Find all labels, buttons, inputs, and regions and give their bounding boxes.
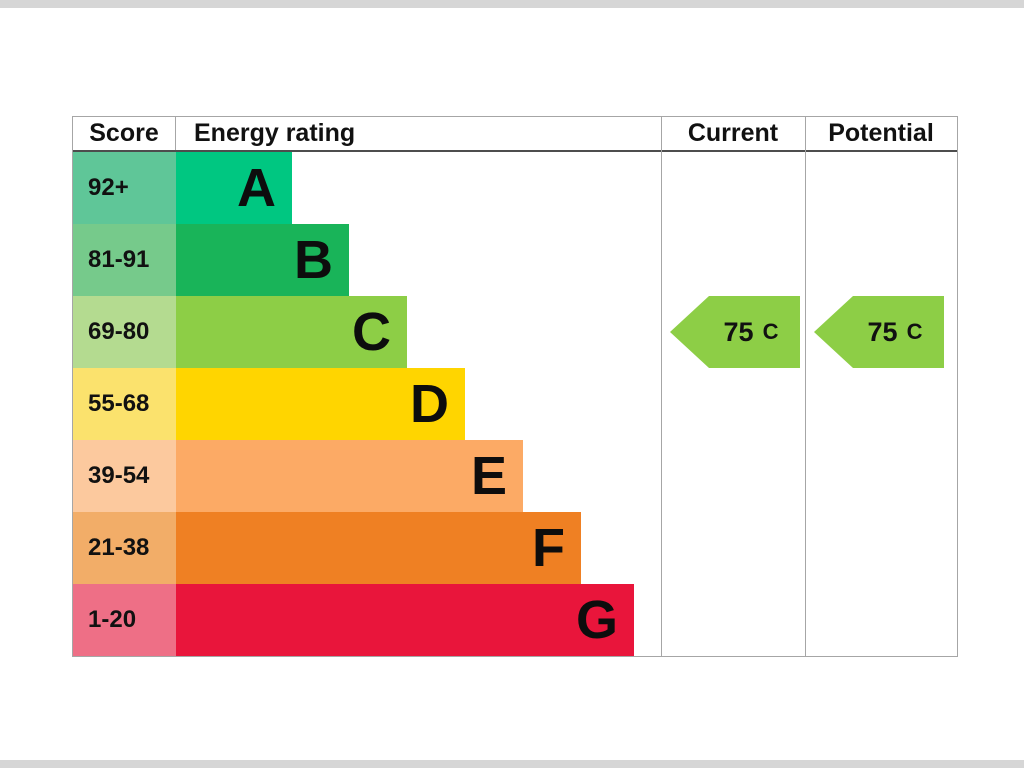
rating-bar-f: F xyxy=(176,512,581,584)
potential-rating-value: 75 xyxy=(867,316,898,347)
band-rows: 92+ A 81-91 B 69-80 C 55-68 D 39-54 E 21-38 F 1-20 G xyxy=(73,152,957,656)
score-range-e: 39-54 xyxy=(73,440,176,512)
band-row-d: 55-68 D xyxy=(73,368,957,440)
rating-bar-d: D xyxy=(176,368,465,440)
header-energy-rating: Energy rating xyxy=(194,119,356,147)
header-potential: Potential xyxy=(828,119,934,147)
score-range-d: 55-68 xyxy=(73,368,176,440)
score-range-f: 21-38 xyxy=(73,512,176,584)
rating-bar-c: C xyxy=(176,296,407,368)
band-row-e: 39-54 E xyxy=(73,440,957,512)
rating-bar-e: E xyxy=(176,440,523,512)
header-current: Current xyxy=(687,119,779,147)
score-range-a: 92+ xyxy=(73,152,176,224)
epc-rating-chart: Score Energy rating Current Potential 92… xyxy=(72,116,958,657)
screen-edge-bottom xyxy=(0,760,1024,768)
band-row-f: 21-38 F xyxy=(73,512,957,584)
band-letter-c: C xyxy=(352,302,391,362)
band-letter-b: B xyxy=(294,230,333,290)
band-letter-e: E xyxy=(470,446,507,506)
current-rating-value: 75 xyxy=(723,316,754,347)
band-letter-f: F xyxy=(532,518,565,578)
band-letter-d: D xyxy=(410,374,449,434)
band-row-c: 69-80 C xyxy=(73,296,957,368)
score-range-b: 81-91 xyxy=(73,224,176,296)
band-letter-a: A xyxy=(237,158,276,218)
table-header: Score Energy rating Current Potential xyxy=(73,117,957,152)
screen-edge-top xyxy=(0,0,1024,8)
score-range-c: 69-80 xyxy=(73,296,176,368)
rating-bar-g: G xyxy=(176,584,634,656)
band-row-a: 92+ A xyxy=(73,152,957,224)
current-rating-band: C xyxy=(762,319,779,344)
divider-current-column xyxy=(661,117,662,656)
divider-potential-column xyxy=(805,117,806,656)
band-letter-g: G xyxy=(575,590,618,650)
potential-rating-band: C xyxy=(906,319,923,344)
rating-bar-b: B xyxy=(176,224,349,296)
band-row-g: 1-20 G xyxy=(73,584,957,656)
header-score: Score xyxy=(73,117,176,150)
rating-bar-a: A xyxy=(176,152,292,224)
score-range-g: 1-20 xyxy=(73,584,176,656)
band-row-b: 81-91 B xyxy=(73,224,957,296)
